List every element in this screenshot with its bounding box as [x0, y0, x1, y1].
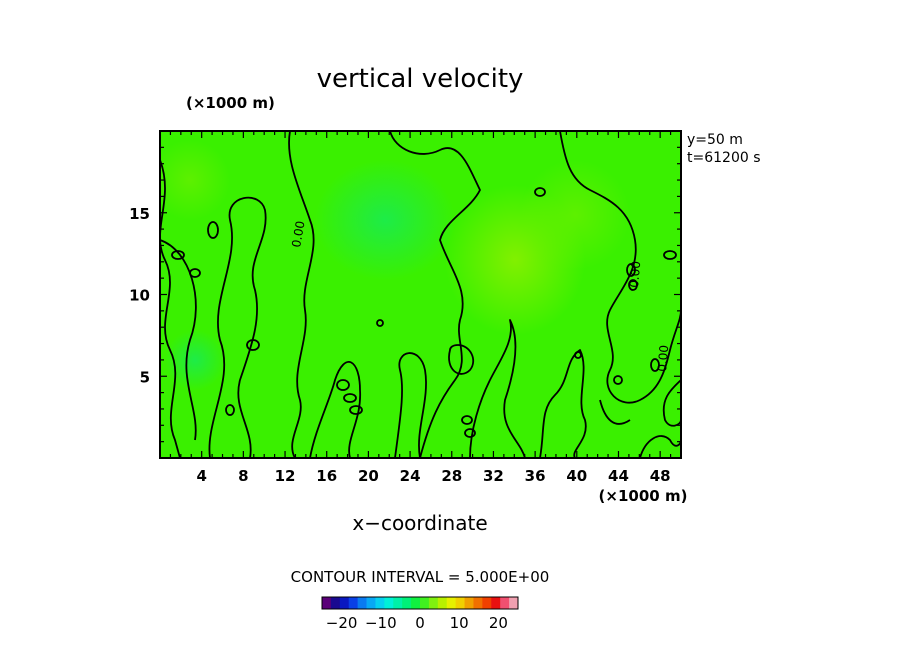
- colorbar: −20 −10 0 10 20: [321, 596, 519, 632]
- contour-closed: [574, 351, 582, 359]
- x-tick-label: 48: [650, 467, 671, 485]
- y-tick-label: 5: [140, 368, 150, 386]
- contour-closed: [207, 221, 219, 239]
- x-tick-label: 16: [316, 467, 337, 485]
- colorbar-swatch: [402, 597, 412, 609]
- contour-labels: 0.00 0.00 0.00: [289, 220, 671, 372]
- colorbar-swatch: [464, 597, 474, 609]
- contour-closed: [461, 415, 473, 425]
- contour-closed: [663, 250, 677, 260]
- x-axis-label: x−coordinate: [352, 511, 487, 535]
- x-tick-label: 40: [566, 467, 587, 485]
- x-tick-label: 20: [358, 467, 379, 485]
- colorbar-swatch: [446, 597, 457, 609]
- colorbar-swatch: [330, 597, 341, 609]
- x-tick-label: 28: [441, 467, 462, 485]
- contour-line: [288, 131, 315, 458]
- colorbar-swatch: [455, 597, 465, 609]
- y-tick-label: 15: [129, 205, 150, 223]
- contour-line: [160, 159, 181, 458]
- contour-closed: [650, 358, 660, 372]
- contour-closed: [376, 319, 384, 327]
- colorbar-swatch: [357, 597, 367, 609]
- contour-line: [389, 131, 481, 458]
- contour-line: [639, 435, 681, 458]
- contour-closed: [626, 263, 636, 277]
- contour-value-label: 0.00: [289, 220, 307, 249]
- colorbar-tick-label: −10: [365, 614, 397, 632]
- colorbar-swatch: [411, 597, 421, 609]
- colorbar-swatch: [420, 597, 430, 609]
- contour-line: [559, 131, 681, 404]
- colorbar-swatch: [384, 597, 394, 609]
- plot-area: 0.00 0.00 0.00: [160, 131, 681, 458]
- contour-closed: [343, 393, 357, 403]
- contour-closed: [225, 404, 235, 416]
- contour-line: [309, 361, 361, 458]
- field-low-2: [165, 330, 225, 390]
- colorbar-swatch: [375, 597, 385, 609]
- contour-line: [469, 319, 526, 458]
- contour-closed: [171, 250, 185, 260]
- colorbar-swatch: [473, 597, 483, 609]
- contour-line: [662, 379, 681, 427]
- x-tick-label: 4: [196, 467, 206, 485]
- colorbar-swatch: [348, 597, 359, 609]
- colorbar-swatch: [428, 597, 439, 609]
- colorbar-tick-label: 0: [415, 614, 425, 632]
- contour-closed: [349, 405, 363, 415]
- contour-line: [599, 399, 631, 425]
- contour-closed: [336, 379, 350, 391]
- x-tick-label: 32: [483, 467, 504, 485]
- colorbar-swatch: [339, 597, 350, 609]
- field-high-2: [520, 160, 630, 270]
- x-tick-label: 24: [400, 467, 421, 485]
- annotation-y: y=50 m: [687, 132, 743, 148]
- chart-title: vertical velocity: [317, 64, 524, 94]
- colorbar-swatch: [500, 597, 510, 609]
- contour-line: [539, 349, 587, 458]
- contour-closed: [246, 339, 260, 351]
- annotation-t: t=61200 s: [687, 150, 761, 166]
- colorbar-swatch: [322, 597, 332, 609]
- x-axis-unit: (×1000 m): [599, 487, 688, 505]
- colorbar-swatch: [393, 597, 403, 609]
- field-low-1: [315, 160, 455, 280]
- contour-line: [208, 196, 267, 458]
- x-tick-label: 12: [275, 467, 296, 485]
- colorbar-swatch: [491, 597, 501, 609]
- colorbar-swatch: [366, 597, 376, 609]
- colorbar-swatch: [482, 597, 492, 609]
- contour-value-label: 0.00: [627, 260, 643, 288]
- colorbar-frame: [321, 596, 519, 610]
- contour-value-label: 0.00: [655, 344, 671, 372]
- colorbar-swatch: [437, 597, 448, 609]
- x-tick-label: 8: [238, 467, 248, 485]
- x-tick-label: 36: [525, 467, 546, 485]
- colorbar-tick-label: 10: [450, 614, 469, 632]
- colorbar-tick-label: 20: [489, 614, 508, 632]
- contour-closed: [534, 187, 546, 197]
- contour-line: [394, 352, 427, 458]
- contour-closed: [189, 268, 201, 278]
- contour-line: [448, 344, 475, 375]
- contour-closed: [613, 375, 623, 385]
- contour-interval-text: CONTOUR INTERVAL = 5.000E+00: [291, 568, 550, 586]
- y-axis-ticks: 5 10 15: [129, 146, 681, 443]
- colorbar-swatch: [509, 597, 519, 609]
- x-axis-ticks: 4 8 12 16 20 24 28 32 36 40 44 48: [169, 131, 672, 485]
- x-tick-label: 44: [608, 467, 629, 485]
- y-axis-unit: (×1000 m): [186, 94, 275, 112]
- contour-closed: [628, 279, 638, 291]
- zero-contours: [160, 131, 681, 458]
- y-tick-label: 10: [129, 287, 150, 305]
- colorbar-tick-label: −20: [326, 614, 358, 632]
- contour-closed: [464, 428, 476, 438]
- field-high-3: [160, 140, 230, 220]
